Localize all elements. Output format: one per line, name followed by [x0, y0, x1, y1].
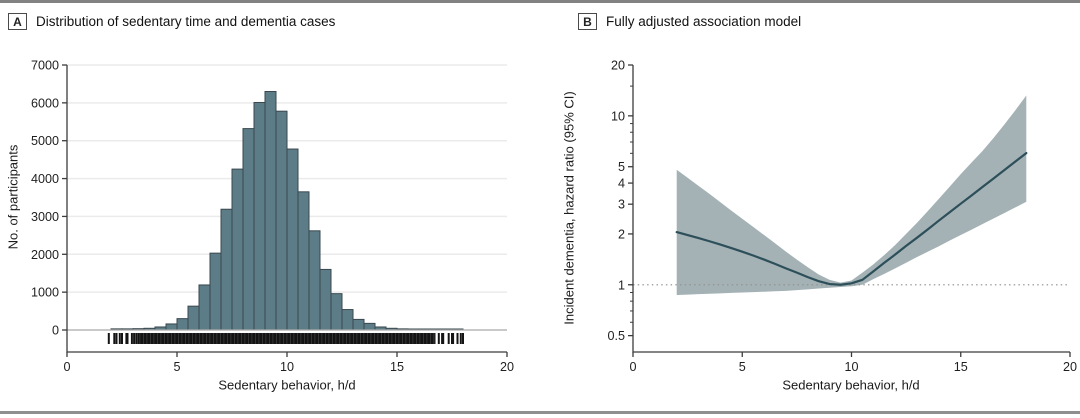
rug-tick	[118, 333, 121, 344]
rug-tick	[441, 333, 444, 344]
panel-b-y-axis-label: Incident dementia, hazard ratio (95% CI)	[561, 91, 577, 325]
panel-a-header: A Distribution of sedentary time and dem…	[8, 13, 335, 30]
histogram-bar	[363, 322, 376, 331]
rug-tick	[133, 333, 136, 344]
rug-tick	[456, 333, 459, 344]
y-tick-label: 7000	[31, 59, 59, 73]
rug-tick	[115, 333, 118, 344]
y-tick-label: 3000	[31, 210, 59, 224]
histogram-bar	[330, 293, 343, 331]
rug-tick	[113, 333, 116, 344]
panel-a-title: Distribution of sedentary time and demen…	[36, 14, 336, 29]
panel-b-header: B Fully adjusted association model	[578, 13, 801, 30]
rug-tick	[447, 333, 450, 344]
x-tick-label: 15	[390, 360, 404, 374]
rug-dense-band	[137, 333, 436, 344]
association-panel: 0.5 1 2 3 4 5 10 20 0 5 10 15 20	[607, 59, 1077, 375]
panel-b-x-axis-label: Sedentary behavior, h/d	[782, 377, 920, 393]
y-tick-label: 5	[618, 160, 625, 174]
rug-tick	[459, 333, 462, 344]
rug-tick	[462, 333, 464, 344]
y-tick-label: 0.5	[607, 329, 625, 343]
confidence-band	[676, 95, 1027, 295]
x-tick-label: 0	[63, 360, 70, 374]
panel-b-label: B	[578, 13, 597, 30]
y-tick-label: 4	[618, 177, 625, 191]
histogram-bar	[165, 323, 178, 331]
y-tick-label: 2	[618, 227, 625, 241]
x-tick-label: 20	[500, 360, 514, 374]
rug-tick	[452, 333, 455, 344]
y-tick-label: 2000	[31, 248, 59, 262]
histogram-bar	[231, 168, 244, 331]
hazard-ratio-curve	[675, 151, 1028, 286]
y-tick-label: 1	[618, 278, 625, 292]
rug-tick	[442, 333, 445, 344]
x-tick-label: 0	[629, 360, 636, 374]
x-tick-label: 10	[280, 360, 294, 374]
histogram-bar	[187, 305, 200, 331]
histogram-bar	[176, 318, 189, 331]
panel-a-label: A	[8, 13, 27, 30]
top-border-rule	[0, 0, 1080, 3]
histogram-bar	[297, 191, 310, 331]
histogram-bar	[253, 101, 266, 331]
histogram-bar	[242, 128, 255, 331]
histogram-bars	[110, 91, 464, 331]
histogram-bar	[209, 252, 222, 331]
histogram-bar	[198, 284, 211, 331]
rug-plot	[107, 333, 464, 344]
histogram-bar	[352, 318, 365, 331]
y-tick-label: 4000	[31, 172, 59, 186]
rug-tick	[125, 333, 128, 344]
panel-a-x-axis-label: Sedentary behavior, h/d	[218, 377, 356, 393]
histogram-bar	[275, 110, 288, 331]
histogram-bar	[308, 230, 321, 331]
y-tick-label: 5000	[31, 134, 59, 148]
rug-tick	[130, 333, 133, 344]
y-tick-label: 6000	[31, 96, 59, 110]
x-tick-label: 5	[173, 360, 180, 374]
rug-tick	[451, 333, 453, 344]
y-tick-label: 3	[618, 198, 625, 212]
panel-a-y-axis-label: No. of participants	[5, 144, 21, 250]
x-tick-label: 5	[739, 360, 746, 374]
y-tick-label: 1000	[31, 286, 59, 300]
histogram-bar	[319, 268, 332, 331]
rug-tick	[135, 333, 138, 344]
histogram-bar	[341, 309, 354, 331]
histogram-panel: 0 1000 2000 3000 4000 5000 6000 7000 0 5 10 15 20	[31, 59, 514, 375]
histogram-bar	[264, 91, 277, 331]
bottom-border-rule	[0, 411, 1080, 414]
y-tick-label: 0	[52, 324, 59, 338]
x-tick-label: 20	[1063, 360, 1077, 374]
rug-tick	[437, 333, 440, 344]
rug-tick	[126, 333, 129, 344]
rug-tick	[121, 333, 123, 344]
histogram-bar	[286, 148, 299, 331]
panel-b-title: Fully adjusted association model	[606, 14, 802, 29]
y-tick-label: 20	[611, 59, 625, 73]
histogram-bar	[220, 208, 233, 331]
y-tick-label: 10	[611, 109, 625, 123]
x-tick-label: 15	[954, 360, 968, 374]
rug-tick	[107, 333, 110, 344]
x-tick-label: 10	[844, 360, 858, 374]
